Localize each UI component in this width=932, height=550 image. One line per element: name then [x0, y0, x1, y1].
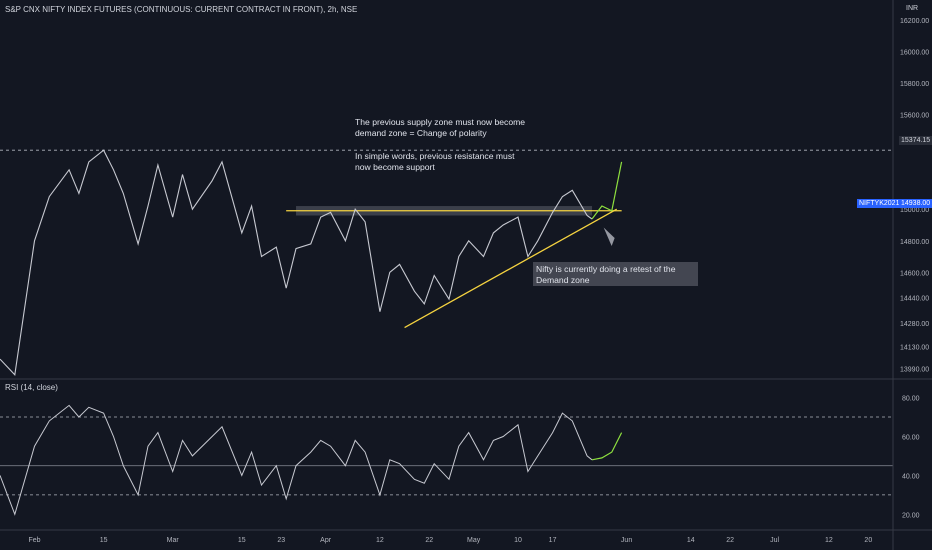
- time-tick-label: 12: [376, 537, 384, 544]
- rsi-tick-label: 40.00: [902, 473, 920, 480]
- price-unit: INR: [906, 5, 919, 12]
- time-tick-label: May: [467, 537, 481, 544]
- time-tick-label: 22: [726, 537, 734, 544]
- time-tick-label: 23: [277, 537, 285, 544]
- annotation-support-line1: In simple words, previous resistance mus…: [355, 151, 515, 161]
- price-tick-label: 14440.00: [900, 296, 929, 303]
- time-tick-label: Apr: [320, 537, 332, 544]
- time-tick-label: 15: [100, 537, 108, 544]
- price-line: [0, 149, 593, 377]
- time-tick-label: 14: [687, 537, 695, 544]
- time-tick-label: 20: [864, 537, 872, 544]
- annotation-retest-line2: Demand zone: [536, 275, 590, 285]
- price-tick-label: 16000.00: [900, 49, 929, 56]
- rsi-tick-label: 20.00: [902, 512, 920, 519]
- rsi-tick-label: 60.00: [902, 434, 920, 441]
- price-tick-label: 16200.00: [900, 18, 929, 25]
- rising-trendline: [404, 208, 618, 329]
- price-tick-label: 14800.00: [900, 239, 929, 246]
- price-tick-label: 14130.00: [900, 344, 929, 351]
- resistance-level-label: 15374.15: [899, 136, 932, 145]
- price-tick-label: 15800.00: [900, 81, 929, 88]
- current-price-label: 14938.00: [899, 199, 932, 208]
- chart-title: S&P CNX NIFTY INDEX FUTURES (CONTINUOUS:…: [5, 5, 358, 14]
- time-tick-label: 22: [425, 537, 433, 544]
- grid-lines: [0, 149, 893, 496]
- time-tick-label: Jun: [621, 537, 632, 544]
- time-tick-label: Mar: [167, 537, 180, 544]
- ticker-label: NIFTYK2021: [857, 199, 902, 208]
- annotation-support-line2: now become support: [355, 162, 435, 172]
- retest-arrow: [603, 227, 615, 246]
- price-tick-label: 15600.00: [900, 113, 929, 120]
- rsi-series: [0, 404, 623, 516]
- annotation-polarity-line2: demand zone = Change of polarity: [355, 128, 487, 138]
- time-tick-label: 15: [238, 537, 246, 544]
- rsi-tick-label: 80.00: [902, 396, 920, 403]
- annotation-retest-line1: Nifty is currently doing a retest of the: [536, 264, 676, 274]
- time-tick-label: Feb: [29, 537, 41, 544]
- rsi-line: [0, 404, 593, 516]
- price-tick-label: 13990.00: [900, 367, 929, 374]
- rsi-projection-line: [591, 432, 623, 461]
- price-series: [0, 149, 623, 377]
- time-tick-label: 17: [549, 537, 557, 544]
- price-tick-label: 15000.00: [900, 207, 929, 214]
- price-projection-line: [591, 161, 623, 220]
- annotation-retest-box: Nifty is currently doing a retest of the…: [533, 262, 698, 286]
- time-tick-label: Jul: [770, 537, 779, 544]
- annotation-polarity-line1: The previous supply zone must now become: [355, 117, 526, 127]
- price-tick-label: 14600.00: [900, 270, 929, 277]
- price-tick-label: 14280.00: [900, 321, 929, 328]
- time-tick-label: 12: [825, 537, 833, 544]
- rsi-title: RSI (14, close): [5, 383, 58, 392]
- time-tick-label: 10: [514, 537, 522, 544]
